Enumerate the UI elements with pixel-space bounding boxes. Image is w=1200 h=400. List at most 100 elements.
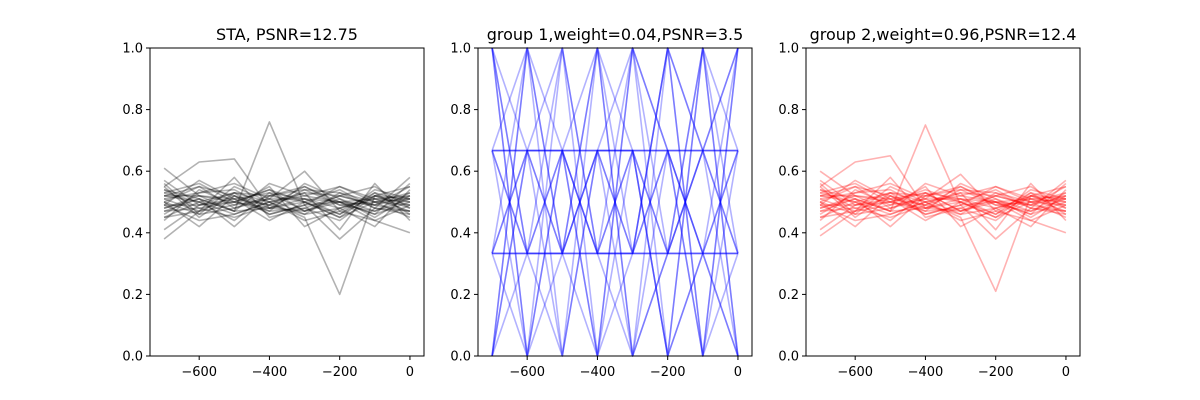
series-line-18 (491, 47, 739, 357)
series-line-16 (819, 182, 1066, 216)
series-line-5 (819, 185, 1066, 293)
subplot-3-series (819, 124, 1067, 293)
y-tick-label: 0.0 (450, 350, 471, 365)
series-line-10 (819, 182, 1067, 212)
series-line-6 (163, 170, 411, 234)
series-line-12 (163, 176, 411, 219)
series-line-14 (491, 47, 739, 357)
series-line-8 (819, 179, 1067, 212)
y-tick-label: 0.6 (450, 165, 471, 180)
series-line-12 (819, 176, 1067, 219)
series-line-5 (163, 185, 410, 296)
series-line-18 (819, 179, 1066, 222)
subplot-3-ticks: −600 −400 −200 0 0.0 0.2 0.4 0.6 0.8 1.0 (778, 42, 1070, 381)
series-line-3 (163, 158, 411, 216)
x-tick-label: −400 (908, 365, 944, 380)
series-line-21 (163, 195, 411, 231)
x-tick-label: −200 (322, 365, 358, 380)
subplot-2-ticks: −600 −400 −200 0 0.0 0.2 0.4 0.6 0.8 1.0 (450, 42, 742, 381)
series-line-26 (163, 185, 410, 216)
subplot-1-ticks: −600 −400 −200 0 0.0 0.2 0.4 0.6 0.8 1.0 (122, 42, 414, 381)
series-line-30 (163, 188, 410, 219)
series-line-22 (163, 182, 411, 219)
series-line-11 (163, 192, 411, 228)
y-tick-label: 0.8 (450, 103, 471, 118)
x-tick-label: −200 (650, 365, 686, 380)
series-line-8 (491, 47, 739, 357)
series-line-27 (163, 198, 411, 222)
series-line-24 (820, 188, 1067, 216)
y-tick-label: 0.4 (450, 226, 471, 241)
y-tick-label: 0.8 (122, 103, 143, 118)
x-tick-label: 0 (1062, 365, 1070, 380)
subplot-2-title: group 1,weight=0.04,PSNR=3.5 (487, 25, 744, 44)
series-line-29 (820, 188, 1067, 216)
subplot-1: STA, PSNR=12.75 −600 −400 −200 0 0.0 0.2 0.4 0.… (122, 25, 425, 381)
y-tick-label: 0.0 (778, 350, 799, 365)
series-line-15 (491, 47, 739, 357)
series-line-1 (819, 170, 1067, 212)
series-line-20 (491, 47, 739, 357)
series-line-22 (491, 47, 739, 357)
x-tick-label: −600 (837, 365, 873, 380)
series-line-23 (491, 47, 739, 357)
series-line-23 (819, 188, 1067, 212)
series-line-15 (819, 182, 1067, 228)
series-line-17 (163, 189, 411, 228)
series-line-13 (491, 47, 739, 357)
series-line-11 (819, 192, 1067, 228)
subplot-3-title: group 2,weight=0.96,PSNR=12.4 (810, 25, 1077, 44)
subplot-1-series (163, 121, 411, 296)
y-tick-label: 0.2 (778, 288, 799, 303)
series-line-7 (491, 47, 739, 357)
series-line-20 (819, 182, 1067, 216)
series-line-2 (819, 185, 1067, 237)
series-line-16 (491, 47, 739, 357)
x-tick-label: −200 (978, 365, 1014, 380)
x-tick-label: 0 (734, 365, 742, 380)
y-tick-label: 0.2 (122, 288, 143, 303)
series-line-20 (163, 182, 411, 216)
series-line-17 (491, 47, 739, 357)
series-line-14 (819, 182, 1067, 231)
series-line-8 (163, 179, 411, 212)
y-tick-label: 0.8 (778, 103, 799, 118)
x-tick-label: −400 (580, 365, 616, 380)
y-tick-label: 1.0 (450, 42, 471, 57)
y-tick-label: 1.0 (122, 42, 143, 57)
series-line-25 (819, 192, 1067, 216)
series-line-9 (819, 185, 1067, 222)
subplot-1-title: STA, PSNR=12.75 (216, 25, 358, 44)
subplot-2: group 1,weight=0.04,PSNR=3.5 −600 −400 −20… (450, 25, 753, 381)
series-line-1 (163, 167, 411, 212)
series-line-13 (163, 185, 410, 228)
series-line-3 (819, 155, 1067, 216)
y-tick-label: 1.0 (778, 42, 799, 57)
y-tick-label: 0.4 (778, 226, 799, 241)
series-line-27 (819, 198, 1067, 222)
series-line-22 (819, 182, 1067, 219)
series-line-30 (819, 188, 1066, 219)
subplot-2-axes-frame (477, 47, 753, 357)
series-line-18 (163, 179, 410, 222)
series-line-12 (491, 47, 739, 357)
y-tick-label: 0.2 (450, 288, 471, 303)
y-tick-label: 0.0 (122, 350, 143, 365)
series-line-29 (164, 188, 411, 216)
series-line-13 (819, 185, 1066, 228)
series-line-19 (163, 185, 411, 222)
series-line-6 (819, 173, 1067, 234)
series-line-4 (163, 121, 411, 212)
series-line-16 (163, 182, 410, 216)
series-line-17 (819, 189, 1067, 228)
series-line-2 (163, 185, 411, 240)
series-line-24 (164, 188, 411, 216)
subplot-3-axes-frame (805, 47, 1081, 357)
series-line-7 (163, 176, 411, 240)
series-line-11 (491, 47, 739, 357)
series-line-28 (164, 185, 411, 216)
series-line-14 (163, 182, 411, 231)
series-line-10 (163, 182, 411, 212)
x-tick-label: −600 (509, 365, 545, 380)
